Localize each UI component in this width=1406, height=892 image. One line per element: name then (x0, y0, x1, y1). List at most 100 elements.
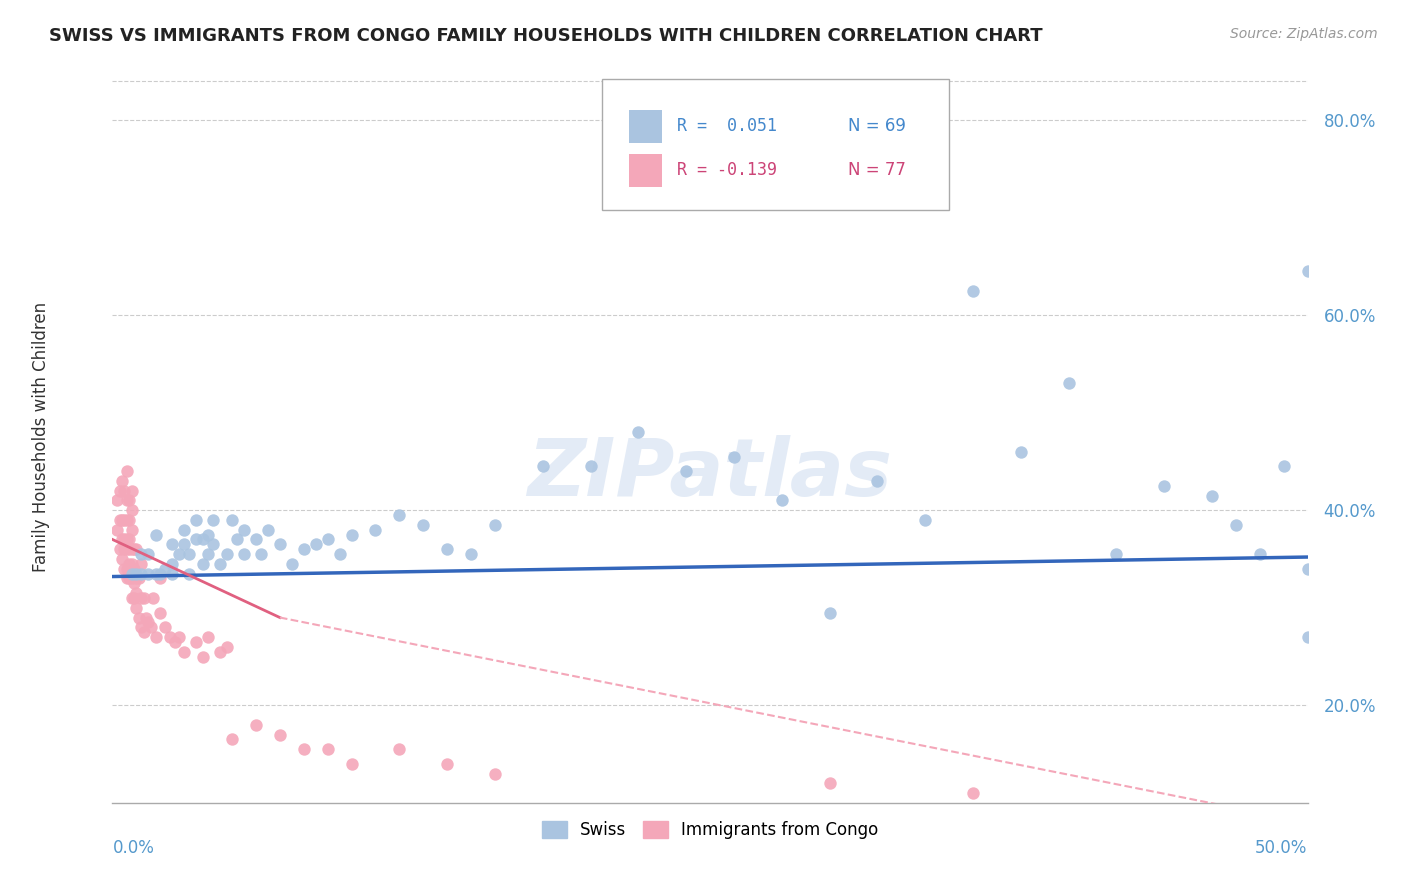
Point (153, 620, 176, 634)
Point (129, 620, 152, 634)
Point (412, 517, 434, 532)
Text: N = 69: N = 69 (848, 117, 907, 136)
Point (193, 557, 215, 571)
Point (579, 459, 602, 474)
Point (129, 591, 152, 605)
Point (269, 727, 291, 741)
Point (129, 547, 152, 561)
Point (329, 547, 352, 561)
Point (962, 284, 984, 298)
Point (1296, 630, 1319, 644)
Point (531, 459, 554, 474)
Point (257, 523, 280, 537)
Point (1296, 264, 1319, 278)
Point (132, 591, 155, 605)
Point (122, 591, 145, 605)
Point (121, 557, 143, 571)
Point (121, 572, 143, 586)
Point (866, 474, 889, 488)
Point (197, 547, 219, 561)
Point (169, 630, 191, 644)
Point (316, 742, 339, 756)
Point (145, 566, 167, 581)
Point (245, 533, 267, 547)
Point (1201, 489, 1223, 503)
Point (201, 513, 224, 527)
Point (149, 606, 172, 620)
Point (962, 786, 984, 800)
Point (364, 523, 387, 537)
Point (115, 542, 138, 557)
Point (197, 630, 219, 644)
Point (1225, 517, 1247, 532)
Point (221, 732, 243, 747)
Point (121, 483, 143, 498)
Text: R =  0.051: R = 0.051 (676, 117, 776, 136)
Point (305, 537, 328, 551)
Point (129, 566, 152, 581)
FancyBboxPatch shape (628, 110, 662, 143)
Point (125, 586, 148, 600)
Point (1272, 459, 1295, 474)
Point (125, 566, 148, 581)
Point (125, 600, 148, 615)
Point (225, 533, 247, 547)
Point (122, 542, 145, 557)
Point (115, 513, 138, 527)
Point (249, 547, 271, 561)
Point (122, 576, 145, 591)
Point (129, 557, 152, 571)
Point (162, 537, 183, 551)
Point (118, 513, 141, 527)
Point (108, 513, 131, 527)
Point (197, 527, 219, 541)
Point (269, 537, 291, 551)
Point (316, 533, 339, 547)
Point (1296, 562, 1319, 576)
Point (818, 606, 841, 620)
Text: ZIPatlas: ZIPatlas (527, 434, 893, 513)
Point (128, 572, 150, 586)
Point (121, 523, 143, 537)
Point (460, 547, 482, 561)
Point (114, 513, 135, 527)
Point (723, 450, 745, 464)
Point (114, 483, 135, 498)
Point (292, 742, 315, 756)
Point (173, 645, 195, 659)
Point (153, 562, 176, 576)
Point (149, 566, 172, 581)
Point (217, 640, 239, 654)
Point (233, 547, 256, 561)
Point (436, 756, 458, 771)
Point (138, 547, 160, 561)
Point (186, 635, 208, 649)
Point (186, 513, 208, 527)
Point (193, 533, 215, 547)
Point (108, 483, 131, 498)
Point (675, 464, 697, 478)
Point (121, 503, 143, 517)
Point (388, 742, 411, 756)
Point (139, 620, 162, 634)
Point (118, 572, 141, 586)
Point (1010, 444, 1032, 458)
Point (125, 542, 148, 557)
Point (209, 557, 232, 571)
Point (209, 645, 232, 659)
Point (111, 552, 134, 566)
Point (1249, 547, 1271, 561)
Point (114, 533, 135, 547)
Point (245, 718, 267, 732)
Point (122, 562, 145, 576)
Point (105, 493, 128, 508)
Text: N = 77: N = 77 (848, 161, 907, 179)
Point (105, 523, 128, 537)
Point (484, 766, 506, 780)
Point (135, 610, 157, 624)
Point (138, 566, 160, 581)
Point (149, 572, 172, 586)
Point (115, 572, 138, 586)
Text: Source: ZipAtlas.com: Source: ZipAtlas.com (1230, 27, 1378, 41)
Point (114, 542, 135, 557)
